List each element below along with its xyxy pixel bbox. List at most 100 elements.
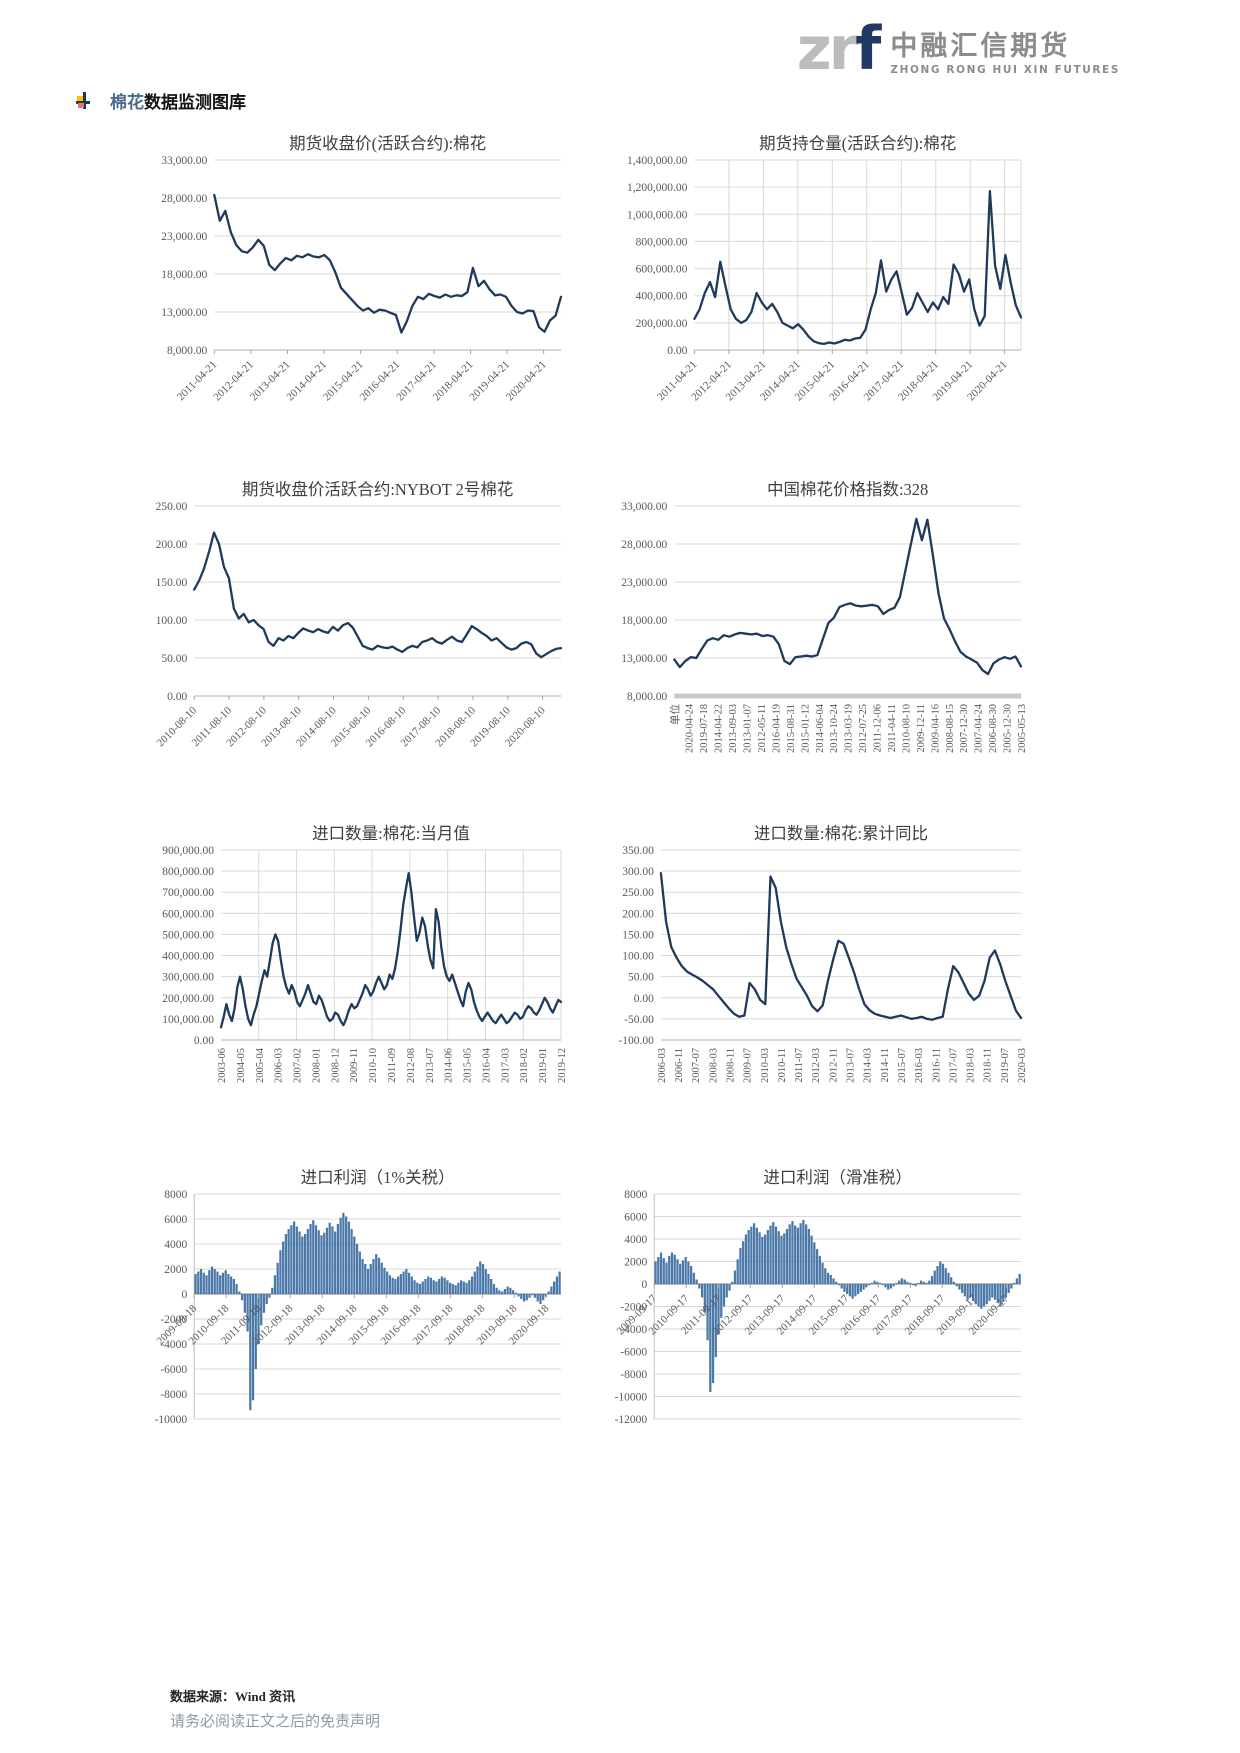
x-axis-tick-label: 2012-05-11 xyxy=(757,704,768,753)
data-line xyxy=(193,531,563,659)
y-axis-tick-label: 6000 xyxy=(624,1212,647,1224)
chart-canvas: 进口利润（滑准税） 8000 6000 4000 2000 0 -2000 -4000 -600… xyxy=(615,1168,1021,1426)
x-axis-tick-label: 2010-10 xyxy=(368,1048,379,1083)
y-axis-tick-label: -50.00 xyxy=(624,1014,654,1026)
brand-text-block: 中融汇信期货 ZHONG RONG HUI XIN FUTURES xyxy=(890,24,1120,77)
data-line xyxy=(659,872,1023,1021)
x-axis-tick-label: 单位 xyxy=(668,704,681,725)
zrf-logo-mark: zrf xyxy=(797,19,882,79)
chart-title: 期货持仓量(活跃合约):棉花 xyxy=(759,134,956,153)
x-axis-tick-label: 2005-12-30 xyxy=(1003,704,1014,753)
x-axis-tick-label: 2011-12-06 xyxy=(873,704,884,753)
y-axis-tick-label: 1,400,000.00 xyxy=(627,155,688,167)
x-axis-tick-label: 2013-03-19 xyxy=(844,704,855,753)
x-axis-tick-label: 2018-02 xyxy=(519,1048,530,1083)
y-axis-tick-label: 100,000.00 xyxy=(162,1014,214,1026)
y-axis-tick-label: 200.00 xyxy=(156,539,188,551)
y-axis-tick-label: 33,000.00 xyxy=(161,155,207,167)
brand-name-chinese: 中融汇信期货 xyxy=(890,31,1071,62)
x-axis-tick-label: 2009-12-11 xyxy=(916,704,927,753)
y-axis-tick-label: -10000 xyxy=(155,1414,188,1426)
chart-canvas: 中国棉花价格指数:328 33,000.00 28,000.00 23,000.00 1… xyxy=(621,480,1028,753)
x-axis-tick-label: 2008-03 xyxy=(708,1048,719,1083)
chart-canvas: 进口数量:棉花:累计同比 350.00 300.00 250.00 200.00 150.… xyxy=(618,824,1028,1083)
chart-canvas: 进口利润（1%关税） 8000 6000 4000 2000 0 -2000 -4000 -60… xyxy=(155,1168,561,1426)
x-axis-tick-label: 2014-06-04 xyxy=(815,703,826,753)
x-axis-tick-label: 2015-01-12 xyxy=(800,704,811,753)
y-axis-tick-label: 33,000.00 xyxy=(621,501,667,513)
x-axis-tick-label: 2013-09-03 xyxy=(728,704,739,753)
chart-futures-close-price-cotton: 期货收盘价(活跃合约):棉花 33,000.00 28,000.00 23,000.0… xyxy=(138,130,573,447)
brand-name-english: ZHONG RONG HUI XIN FUTURES xyxy=(890,64,1120,76)
chart-import-volume-monthly: 进口数量:棉花:当月值 900,000.00 800,000.00 700,000.0… xyxy=(138,820,573,1147)
data-line xyxy=(219,872,563,1029)
y-axis-tick-label: 18,000.00 xyxy=(161,269,207,281)
chart-title: 期货收盘价活跃合约:NYBOT 2号棉花 xyxy=(242,480,513,499)
x-axis-tick-label: 2015-05 xyxy=(463,1048,474,1083)
x-axis-tick-label: 2018-11 xyxy=(983,1048,994,1083)
x-axis-tick-label: 2006-03 xyxy=(274,1048,285,1083)
y-axis-tick-label: -6000 xyxy=(160,1364,187,1376)
x-axis-tick-label: 2013-07 xyxy=(846,1048,857,1083)
chart-title: 进口数量:棉花:当月值 xyxy=(312,824,470,843)
x-axis-tick-label: 2018-03 xyxy=(966,1048,977,1083)
y-axis-tick-label: -10000 xyxy=(615,1392,648,1404)
x-axis-tick-label: 2010-11 xyxy=(777,1048,788,1083)
data-line xyxy=(673,517,1023,676)
x-axis-tick-label: 2011-04-11 xyxy=(887,704,898,752)
y-axis-tick-label: 800,000.00 xyxy=(636,236,688,248)
logo-f-text: f xyxy=(855,14,881,84)
x-axis-tick-label: 2011-07 xyxy=(794,1048,805,1083)
y-axis-tick-label: 18,000.00 xyxy=(621,615,667,627)
y-axis-tick-label: 8000 xyxy=(624,1189,647,1201)
y-axis-tick-label: 4000 xyxy=(164,1239,187,1251)
x-axis-tick-label: 2016-03 xyxy=(914,1048,925,1083)
y-axis-tick-label: 600,000.00 xyxy=(162,908,214,920)
y-axis-tick-label: 50.00 xyxy=(161,653,187,665)
y-axis-tick-label: 13,000.00 xyxy=(621,653,667,665)
x-axis-tick-label: 2008-12 xyxy=(330,1048,341,1083)
y-axis-tick-label: -4000 xyxy=(160,1339,187,1351)
chart-canvas: 进口数量:棉花:当月值 900,000.00 800,000.00 700,000.0… xyxy=(162,824,568,1083)
y-axis-tick-label: 100.00 xyxy=(622,951,654,963)
x-axis-tick-label: 2017-03 xyxy=(500,1048,511,1083)
x-axis-tick-label: 2016-04 xyxy=(481,1047,492,1083)
x-axis-tick-label: 2011-09 xyxy=(387,1048,398,1083)
chart-title: 中国棉花价格指数:328 xyxy=(767,480,928,499)
chart-title: 进口数量:棉花:累计同比 xyxy=(754,824,928,843)
section-title-rest: 数据监测图库 xyxy=(144,93,246,113)
chart-title: 进口利润（滑准税） xyxy=(763,1168,912,1187)
chart-import-profit-1pct-tariff: 进口利润（1%关税） 8000 6000 4000 2000 0 -2000 -4000 -60… xyxy=(138,1164,573,1486)
x-axis-tick-label: 2009-11 xyxy=(349,1048,360,1083)
x-axis-tick-label: 2020-03 xyxy=(1017,1048,1028,1083)
y-axis-tick-label: 8,000.00 xyxy=(167,345,208,357)
chart-china-cotton-price-index-328: 中国棉花价格指数:328 33,000.00 28,000.00 23,000.00 1… xyxy=(598,476,1033,803)
y-axis-tick-label: -2000 xyxy=(620,1302,647,1314)
chart-title: 进口利润（1%关税） xyxy=(301,1168,455,1187)
x-axis-tick-label: 2008-01 xyxy=(311,1048,322,1083)
y-axis-tick-label: -8000 xyxy=(620,1369,647,1381)
y-axis-tick-label: -4000 xyxy=(620,1324,647,1336)
y-axis-tick-label: 28,000.00 xyxy=(621,539,667,551)
chart-title: 期货收盘价(活跃合约):棉花 xyxy=(289,134,486,153)
x-axis-tick-label: 2006-03 xyxy=(657,1048,668,1083)
y-axis-tick-label: 250.00 xyxy=(622,887,654,899)
y-axis-tick-label: 8000 xyxy=(164,1189,187,1201)
y-axis-tick-label: -100.00 xyxy=(618,1035,654,1047)
x-axis-tick-label: 2007-12-30 xyxy=(959,704,970,753)
x-axis-tick-label: 2012-07-25 xyxy=(858,704,869,753)
y-axis-tick-label: 300.00 xyxy=(622,866,654,878)
y-axis-tick-label: 0 xyxy=(181,1289,187,1301)
y-axis-tick-label: 13,000.00 xyxy=(161,307,207,319)
chart-futures-close-price-nybot-cotton2: 期货收盘价活跃合约:NYBOT 2号棉花 250.00 200.00 150.00 10… xyxy=(138,476,573,793)
y-axis-tick-label: 900,000.00 xyxy=(162,845,214,857)
y-axis-tick-label: 200,000.00 xyxy=(162,993,214,1005)
y-axis-tick-label: 50.00 xyxy=(628,972,654,984)
section-bullet-icon xyxy=(76,92,92,109)
y-axis-tick-label: 23,000.00 xyxy=(621,577,667,589)
y-axis-tick-label: 150.00 xyxy=(156,577,188,589)
x-axis-tick-label: 2014-04-22 xyxy=(714,704,725,753)
y-axis-tick-label: 100.00 xyxy=(156,615,188,627)
y-axis-tick-label: 200.00 xyxy=(622,908,654,920)
